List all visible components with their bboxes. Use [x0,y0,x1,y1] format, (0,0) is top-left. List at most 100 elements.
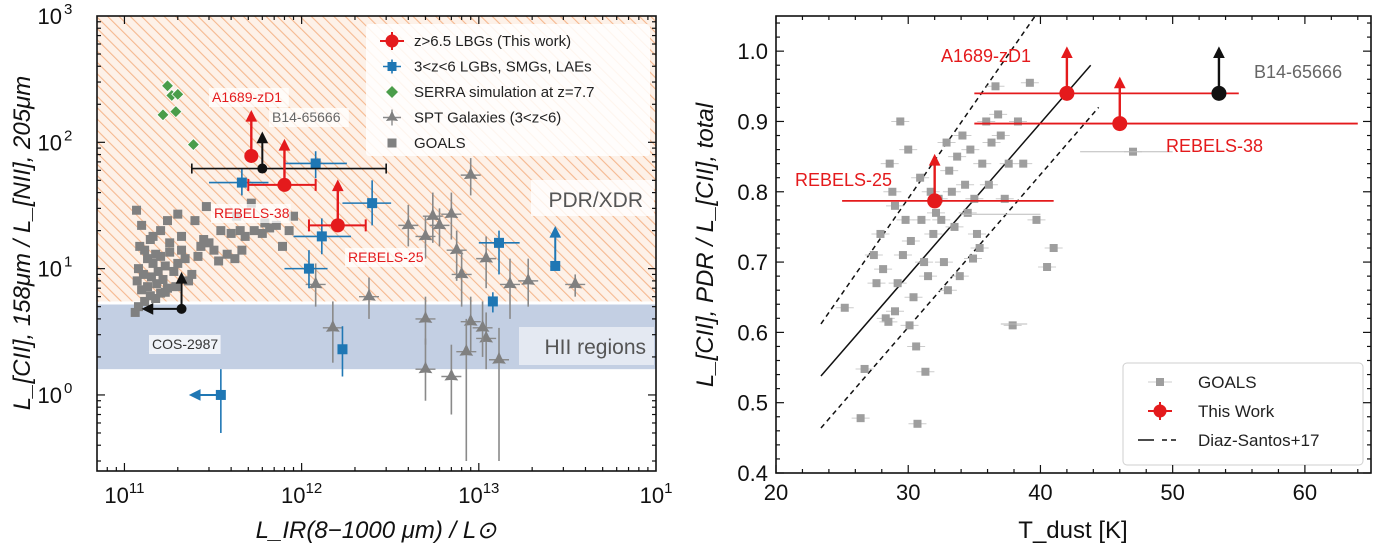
black-limit-arrowhead [175,271,188,284]
goals-point [996,131,1005,140]
lit-point [303,263,314,274]
goals-point [237,245,247,255]
lit-point [337,344,348,355]
goals-point [984,180,993,189]
goals-point [249,226,259,236]
goals-point [860,364,869,373]
goals-point [856,414,865,423]
goals-point [924,272,933,281]
legend-label: SERRA simulation at z=7.7 [414,84,595,101]
goals-point [969,254,978,263]
spt-point [503,276,517,289]
spt-point [432,217,447,230]
x-tick-label: 1013 [458,480,499,508]
legend-label: This Work [1198,402,1275,421]
goals-point [1013,117,1022,126]
spt-point [308,276,323,289]
this-work-point [927,193,943,209]
lit-point [487,296,498,307]
goals-point [884,317,893,326]
goals-point [1049,244,1058,253]
point-label: COS-2987 [152,336,218,352]
goals-point [1019,159,1028,168]
lit-limit-arrowhead [549,225,562,238]
serra-point [171,87,185,101]
spt-point [425,208,440,221]
goals-point [289,211,299,221]
left-panel: A1689-zD1 REBELS-38 REBELS-25 B14-65666 COS-… [9,1,672,544]
goals-point [1043,262,1052,271]
goals-point [246,198,256,208]
point-label: B14-65666 [1254,62,1342,82]
goals-point [958,131,967,140]
legend-label: GOALS [1198,373,1257,392]
x-tick-label: 50 [1160,480,1184,505]
goals-point [913,419,922,428]
spt-point [521,272,536,285]
y-tick-exponent: 1 [64,254,72,271]
legend-label: 3<z<6 LGBs, SMGs, LAEs [414,59,592,76]
goals-point [942,138,951,147]
goals-point [953,152,962,161]
spt-point [479,250,494,263]
point-label: REBELS-25 [348,249,424,265]
goals-point [901,215,910,224]
goals-point [165,238,175,248]
lit-point [367,198,378,209]
right-legend: GOALS This Work Diaz-Santos+17 [1122,362,1364,466]
spt-point [325,319,340,332]
goals-point [991,82,1000,91]
goals-point [891,201,899,210]
goals-point [943,286,952,295]
goals-point [240,231,250,241]
goals-point [204,238,214,248]
y-axis-label: L_[CII], PDR / L_[CII], total [692,102,719,387]
point-label: A1689-zD1 [941,46,1031,66]
y-tick-label: 0.9 [737,109,768,134]
goals-point [173,258,183,268]
goals-point [994,110,1003,119]
y-tick-label: 10 [38,257,62,282]
goals-point [893,279,902,288]
goals-point [187,269,197,279]
goals-point [169,266,179,276]
this-work-point [1112,116,1128,132]
x-tick-label: 30 [896,480,920,505]
y-tick-label: 0.5 [737,391,768,416]
goals-point [199,235,209,245]
goals-point [937,215,946,224]
serra-point [169,105,183,119]
lit-point [494,237,505,248]
spt-point [568,276,583,289]
goals-point [257,228,267,238]
y-tick-label: 1.0 [737,39,768,64]
legend-label: GOALS [414,135,466,152]
y-tick-label: 0.6 [737,320,768,345]
spt-point [459,343,474,356]
y-tick-exponent: 0 [64,380,72,397]
goals-point [146,272,156,282]
pdr-label-bg [531,180,654,216]
legend-marker [385,34,399,48]
goals-point [132,276,142,286]
x-tick-label: 101 [640,480,673,508]
y-tick-exponent: 2 [64,127,72,144]
x-axis-label: L_IR(8−1000 μm) / L⊙ [256,517,498,544]
diaz-santos-line [820,106,1100,429]
spt-point [463,167,478,180]
spt-point [454,266,469,279]
legend-marker [385,110,399,121]
point-label: REBELS-38 [1166,136,1263,156]
goals-point [158,275,168,285]
y-tick-label: 10 [38,383,62,408]
legend-marker [1156,378,1164,386]
goals-point [898,251,907,260]
goals-point [1008,321,1017,330]
goals-point [926,187,935,196]
b14-limit-arrowhead [1213,46,1225,59]
goals-point [982,117,991,126]
label-bg [345,248,425,267]
black-point [257,163,268,174]
goals-point [265,223,275,233]
